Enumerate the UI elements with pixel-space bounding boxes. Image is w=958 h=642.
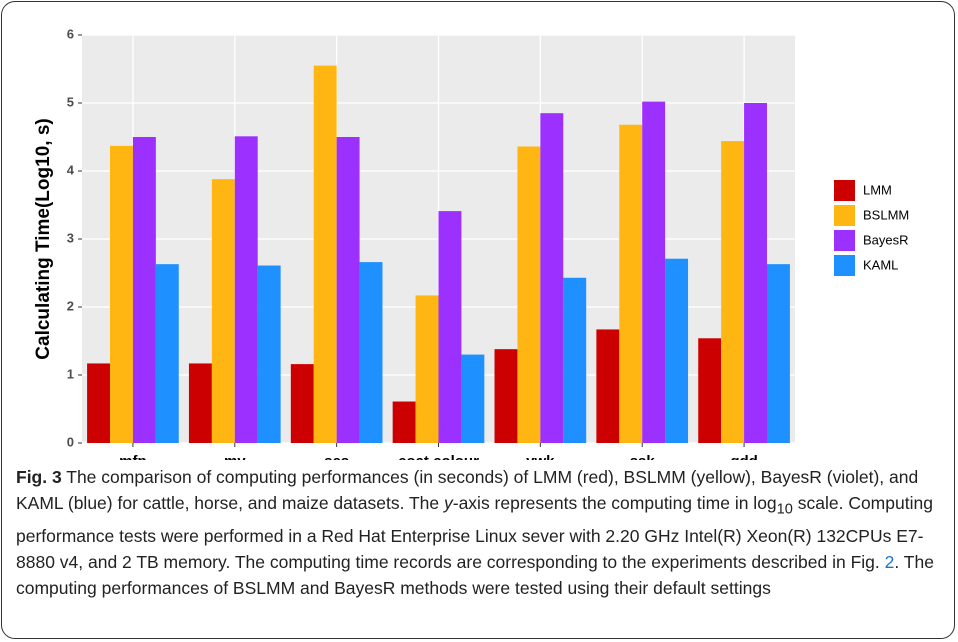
y-tick-label: 0 [67,434,74,449]
legend-label: LMM [863,182,892,197]
x-tick-label: scs [324,453,349,460]
bar [234,136,258,443]
x-tick-label: ssk [630,453,656,460]
legend-label: BSLMM [863,207,909,222]
bar [392,401,416,443]
bar [665,258,689,443]
y-tick-label: 1 [67,366,74,381]
bar [257,265,281,443]
bar [619,124,643,443]
bar [517,146,541,443]
bar [415,295,439,443]
y-axis-label: Calculating Time(Log10, s) [33,118,54,359]
caption-text: y [444,493,453,513]
x-tick-label: gdd [730,453,758,460]
legend-label: BayesR [863,232,909,247]
x-tick-label: coat colour [398,453,479,460]
bar [766,264,790,443]
x-tick-label: my [224,453,246,460]
bar [540,113,564,443]
legend-swatch [834,255,855,276]
caption: Fig. 3 The comparison of computing perfo… [16,464,946,601]
caption-label: Fig. 3 [16,467,62,487]
bar [596,329,620,443]
x-tick-label: ywk [526,453,555,460]
bar [461,354,485,443]
bar [438,211,462,443]
bar [721,141,745,443]
bar [155,264,179,443]
bar [87,363,111,443]
y-tick-label: 5 [67,94,74,109]
caption-text: scale. Computing performance tests were … [16,493,933,572]
bar [132,137,156,443]
x-tick-label: mfp [119,453,147,460]
bar [336,137,360,443]
legend-swatch [834,180,855,201]
bar [698,338,722,443]
bar [642,101,666,443]
bar [110,145,133,443]
caption-text: The comparison of computing performances… [16,467,919,513]
legend-swatch [834,205,855,226]
legend-swatch [834,230,855,251]
legend-label: KAML [863,257,898,272]
bar [563,277,587,443]
bar [211,179,235,443]
bar [313,65,337,443]
bar [188,363,212,443]
bar [359,262,383,443]
caption-text: -axis represents the computing time in l… [452,493,777,513]
y-tick-label: 4 [67,162,75,177]
y-tick-label: 3 [67,230,74,245]
bar [290,364,314,443]
chart: Calculating Time(Log10, s) 0 1 2 3 4 5 6 mfp my s… [33,26,909,460]
y-tick-label: 2 [67,298,74,313]
bar [494,349,518,443]
figure-link[interactable]: 2 [884,551,895,572]
caption-text: . The computing performances of BSLMM an… [16,551,934,598]
y-tick-label: 6 [67,26,74,41]
caption-text: 10 [776,501,793,518]
bar [744,103,767,443]
